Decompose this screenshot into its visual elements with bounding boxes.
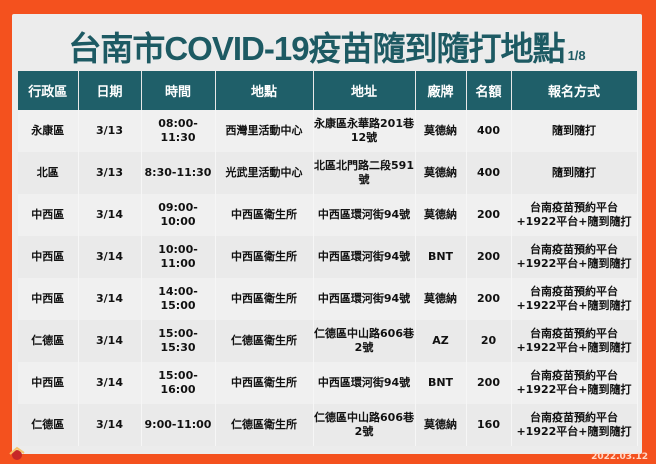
table-cell: 永康區 [18,110,79,152]
table-cell: 仁德區 [18,404,79,446]
table-cell: 中西區環河街94號 [313,362,416,404]
column-header: 地址 [313,71,416,110]
table-row: 永康區 3/13 08:00-11:30 西灣里活動中心 永康區永華路201巷12號 莫德… [18,110,638,152]
table-cell: 中西區 [18,236,79,278]
date-stamp: 2022.03.12 [591,452,648,462]
table-cell: 8:30-11:30 [141,152,216,194]
table-cell: 隨到隨打 [511,110,638,152]
table-cell: 莫德納 [415,278,467,320]
table-row: 北區 3/13 8:30-11:30 光武里活動中心 北區北門路二段591號 莫德納 400… [18,152,638,194]
table-cell: 200 [466,278,512,320]
column-header: 廠牌 [415,71,467,110]
table-cell: 西灣里活動中心 [215,110,314,152]
table-cell: 台南疫苗預約平台+1922平台+隨到隨打 [511,362,638,404]
table-cell: 中西區衛生所 [215,194,314,236]
table-cell: AZ [415,320,467,362]
title-text: 台南市COVID-19疫苗隨到隨打地點 [68,30,565,67]
table-cell: 仁德區衛生所 [215,404,314,446]
table-cell: 莫德納 [415,194,467,236]
column-header: 日期 [78,71,142,110]
table-cell: 台南疫苗預約平台+1922平台+隨到隨打 [511,404,638,446]
table-cell: 15:00-16:00 [141,362,216,404]
table-cell: 3/14 [78,236,142,278]
table-cell: 台南疫苗預約平台+1922平台+隨到隨打 [511,236,638,278]
table-cell: 北區北門路二段591號 [313,152,416,194]
table-cell: 14:00-15:00 [141,278,216,320]
table-cell: 9:00-11:00 [141,404,216,446]
table-cell: 400 [466,110,512,152]
table-cell: 3/14 [78,278,142,320]
table-row: 中西區 3/14 09:00-10:00 中西區衛生所 中西區環河街94號 莫德納 200 台… [18,194,638,236]
table-cell: 中西區環河街94號 [313,194,416,236]
table-cell: 3/13 [78,110,142,152]
table-cell: 永康區永華路201巷12號 [313,110,416,152]
table-cell: 光武里活動中心 [215,152,314,194]
table-row: 仁德區 3/14 9:00-11:00 仁德區衛生所 仁德區中山路606巷2號 莫德納 16… [18,404,638,446]
table-cell: 台南疫苗預約平台+1922平台+隨到隨打 [511,194,638,236]
table-cell: 3/14 [78,194,142,236]
table-cell: 中西區環河街94號 [313,278,416,320]
table-cell: 3/14 [78,404,142,446]
table-row: 中西區 3/14 14:00-15:00 中西區衛生所 中西區環河街94號 莫德納 200 台… [18,278,638,320]
table-cell: 莫德納 [415,110,467,152]
table-cell: 仁德區中山路606巷2號 [313,404,416,446]
table-cell: 3/13 [78,152,142,194]
vaccine-sites-table: 行政區 日期 時間 地點 地址 廠牌 名額 報名方式 永康區 3/13 08:00-11:30 西灣… [18,71,638,446]
table-cell: 09:00-10:00 [141,194,216,236]
table-cell: 仁德區 [18,320,79,362]
table-cell: 中西區衛生所 [215,362,314,404]
table-cell: 中西區環河街94號 [313,236,416,278]
table-cell: BNT [415,362,467,404]
table-cell: 仁德區中山路606巷2號 [313,320,416,362]
column-header: 地點 [215,71,314,110]
page-number: 1/8 [567,48,586,63]
page-title: 台南市COVID-19疫苗隨到隨打地點 1/8 [12,22,642,70]
table-cell: 20 [466,320,512,362]
table-cell: 3/14 [78,362,142,404]
table-cell: 台南疫苗預約平台+1922平台+隨到隨打 [511,278,638,320]
table-cell: 15:00-15:30 [141,320,216,362]
table-cell: 仁德區衛生所 [215,320,314,362]
table-row: 中西區 3/14 10:00-11:00 中西區衛生所 中西區環河街94號 BNT 200 台… [18,236,638,278]
column-header: 時間 [141,71,216,110]
column-header: 行政區 [18,71,79,110]
table-cell: 200 [466,236,512,278]
table-row: 仁德區 3/14 15:00-15:30 仁德區衛生所 仁德區中山路606巷2號 AZ 20… [18,320,638,362]
column-header: 名額 [466,71,512,110]
table-cell: 北區 [18,152,79,194]
table-header-row: 行政區 日期 時間 地點 地址 廠牌 名額 報名方式 [18,71,638,110]
table-cell: 中西區衛生所 [215,236,314,278]
table-cell: 中西區 [18,362,79,404]
column-header: 報名方式 [511,71,638,110]
table-cell: 10:00-11:00 [141,236,216,278]
flower-logo-icon [9,446,25,460]
table-cell: 中西區 [18,278,79,320]
table-cell: 莫德納 [415,404,467,446]
table-cell: 台南疫苗預約平台+1922平台+隨到隨打 [511,320,638,362]
table-cell: 200 [466,194,512,236]
table-cell: BNT [415,236,467,278]
table-cell: 200 [466,362,512,404]
table-cell: 3/14 [78,320,142,362]
table-cell: 隨到隨打 [511,152,638,194]
table-cell: 400 [466,152,512,194]
table-cell: 08:00-11:30 [141,110,216,152]
table-cell: 中西區 [18,194,79,236]
table-cell: 中西區衛生所 [215,278,314,320]
poster-panel: 台南市COVID-19疫苗隨到隨打地點 1/8 行政區 日期 時間 地點 地址 廠牌 名額 報名… [12,14,642,454]
table-cell: 160 [466,404,512,446]
table-row: 中西區 3/14 15:00-16:00 中西區衛生所 中西區環河街94號 BNT 200 台… [18,362,638,404]
table-cell: 莫德納 [415,152,467,194]
